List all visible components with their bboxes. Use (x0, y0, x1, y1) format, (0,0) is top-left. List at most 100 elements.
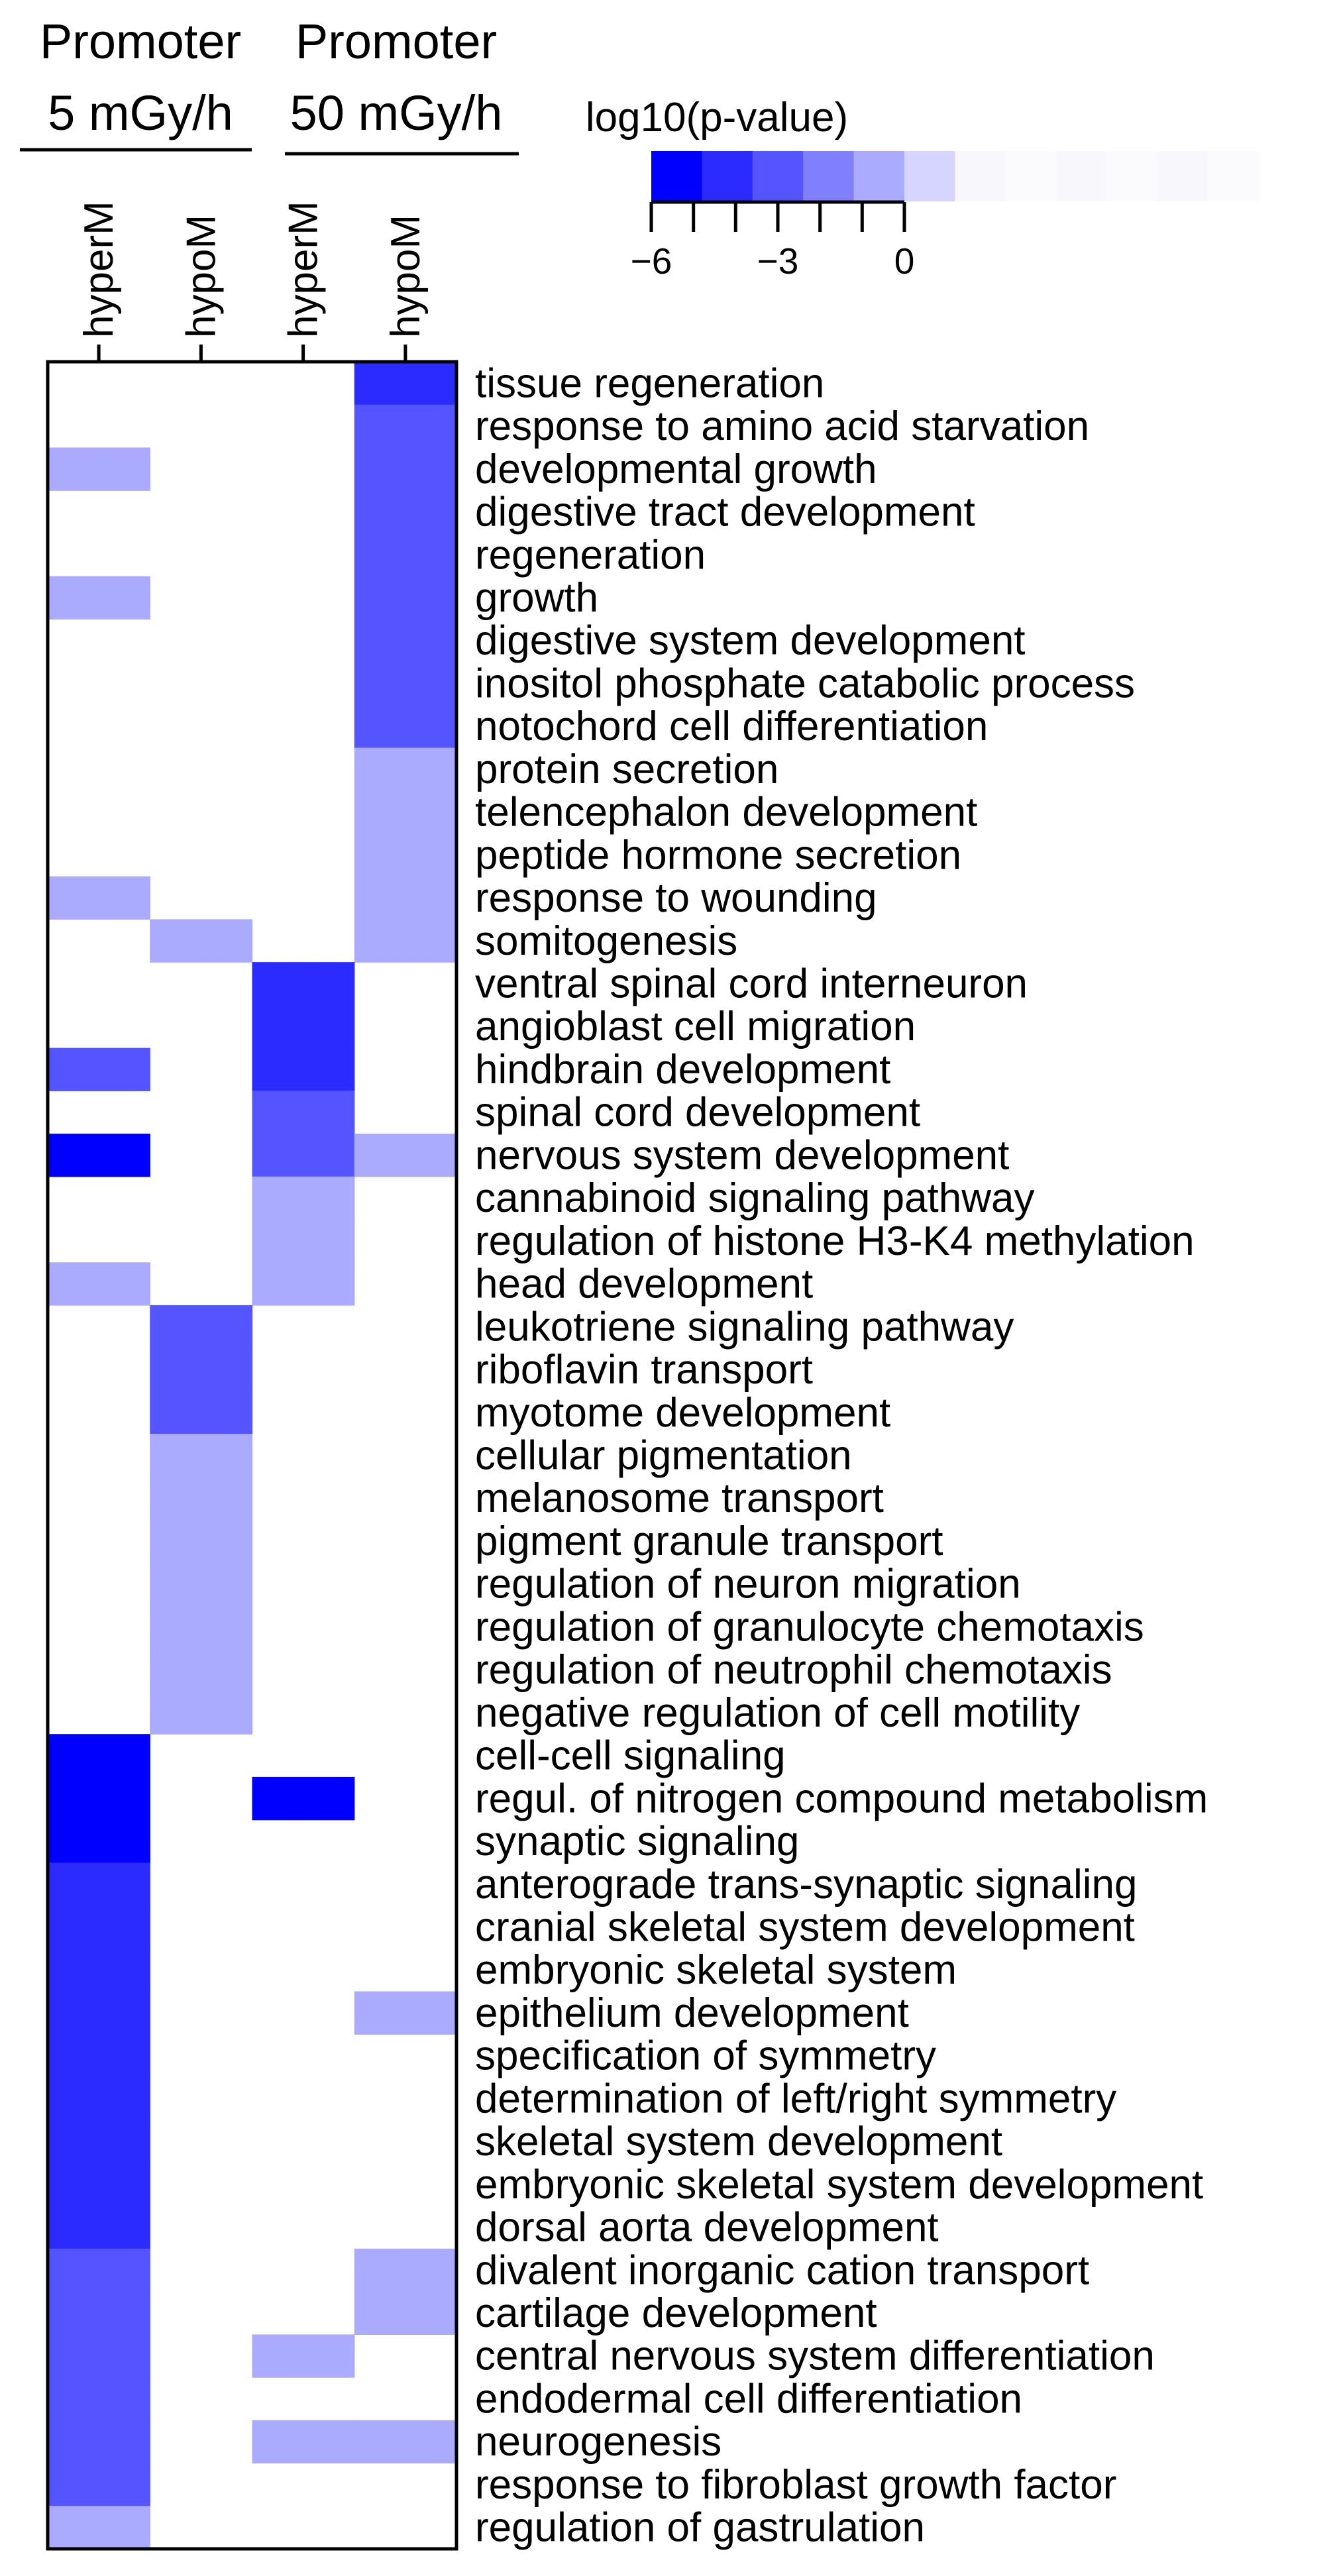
heatmap-cell (354, 1134, 457, 1177)
row-label: cranial skeletal system development (475, 1905, 1135, 1951)
row-label: leukotriene signaling pathway (475, 1304, 1014, 1350)
heatmap-cell (48, 2420, 150, 2464)
group-header-2: Promoter 50 mGy/h (285, 14, 519, 156)
legend-tick-label: −6 (631, 241, 672, 282)
row-label: regulation of gastrulation (475, 2505, 925, 2551)
heatmap-cell (354, 490, 457, 534)
heatmap-cell (48, 2077, 150, 2121)
heatmap-cell (354, 2248, 457, 2292)
heatmap-cell (354, 790, 457, 834)
row-label: regeneration (475, 532, 706, 578)
column-labels: hyperM hypoM hyperM hypoM (76, 201, 429, 362)
heatmap-cell (48, 576, 150, 619)
legend-swatch (1056, 151, 1108, 201)
heatmap-cell (354, 533, 457, 577)
row-label: telencephalon development (475, 790, 977, 835)
heatmap-frame (46, 360, 458, 2551)
row-label: tissue regeneration (475, 360, 824, 406)
column-label: hyperM (76, 201, 122, 338)
heatmap-cell (354, 833, 457, 877)
group-2-name: Promoter (295, 14, 497, 69)
legend-swatch (904, 151, 955, 201)
group-2-subtitle: 50 mGy/h (290, 85, 503, 140)
row-label: specification of symmetry (475, 2033, 936, 2079)
legend-swatch (651, 151, 702, 201)
heatmap-cell (252, 2420, 355, 2464)
heatmap-cell (48, 2120, 150, 2164)
heatmap-cell (150, 1562, 253, 1606)
row-label: somitogenesis (475, 918, 737, 964)
heatmap-cell (48, 1905, 150, 1949)
legend-swatch (853, 151, 905, 201)
heatmap-cell (150, 1434, 253, 1477)
row-label: dorsal aorta development (475, 2205, 939, 2251)
legend-swatches (651, 151, 1259, 201)
heatmap-cell (354, 447, 457, 491)
heatmap-cell (252, 1134, 355, 1177)
heatmap-cell (252, 1776, 355, 1821)
row-label: regulation of neutrophil chemotaxis (475, 1647, 1112, 1693)
legend-tick-label: 0 (894, 241, 915, 282)
heatmap-cell (354, 1991, 457, 2035)
heatmap-cell (252, 1176, 355, 1220)
row-label: cell-cell signaling (475, 1733, 786, 1779)
heatmap-cell (252, 2334, 355, 2378)
column-label: hypoM (178, 215, 224, 338)
heatmap-cell (252, 962, 355, 1006)
heatmap-cell (48, 2163, 150, 2206)
heatmap-cell (354, 876, 457, 920)
row-label: hindbrain development (475, 1047, 890, 1093)
row-label: notochord cell differentiation (475, 704, 988, 749)
row-label: head development (475, 1261, 813, 1307)
heatmap-cell (252, 1004, 355, 1049)
row-label: response to amino acid starvation (475, 403, 1089, 449)
heatmap-cell (48, 447, 150, 491)
heatmap-cells (48, 362, 457, 2549)
row-label: negative regulation of cell motility (475, 1690, 1080, 1736)
row-label: synaptic signaling (475, 1819, 799, 1864)
heatmap-cell (48, 1862, 150, 1906)
row-label: epithelium development (475, 1990, 909, 2036)
row-label: ventral spinal cord interneuron (475, 961, 1028, 1007)
row-label: pigment granule transport (475, 1519, 943, 1564)
row-label: determination of left/right symmetry (475, 2076, 1116, 2121)
heatmap-cell (150, 919, 253, 963)
heatmap-cell (48, 1819, 150, 1863)
group-1-subtitle: 5 mGy/h (48, 85, 233, 140)
row-label: digestive tract development (475, 490, 975, 535)
row-label: central nervous system differentiation (475, 2334, 1155, 2379)
heatmap-cell (354, 919, 457, 963)
row-label: regulation of histone H3-K4 methylation (475, 1218, 1195, 1264)
row-label: cellular pigmentation (475, 1433, 852, 1479)
heatmap-cell (48, 1047, 150, 1091)
legend-swatch (1106, 151, 1158, 201)
heatmap-cell (48, 2034, 150, 2078)
heatmap-cell (150, 1305, 253, 1349)
row-label: cartilage development (475, 2290, 877, 2336)
row-label: melanosome transport (475, 1476, 884, 1521)
heatmap-cell (48, 1948, 150, 1992)
heatmap-cell (48, 1734, 150, 1778)
row-label: regul. of nitrogen compound metabolism (475, 1776, 1208, 1821)
row-label: skeletal system development (475, 2119, 1002, 2165)
row-label: growth (475, 575, 598, 621)
heatmap-cell (354, 404, 457, 449)
heatmap-cell (48, 1262, 150, 1306)
row-label: regulation of granulocyte chemotaxis (475, 1604, 1144, 1650)
row-label: regulation of neuron migration (475, 1562, 1021, 1607)
column-label: hyperM (281, 201, 327, 338)
row-label: embryonic skeletal system development (475, 2162, 1203, 2208)
heatmap-cell (150, 1605, 253, 1649)
legend-swatch (1157, 151, 1208, 201)
legend-title: log10(p-value) (586, 95, 848, 140)
heatmap-cell (48, 876, 150, 920)
row-label: embryonic skeletal system (475, 1947, 957, 1993)
row-label: response to wounding (475, 875, 877, 921)
row-label: endodermal cell differentiation (475, 2377, 1022, 2422)
row-label: angioblast cell migration (475, 1004, 916, 1049)
heatmap-cell (150, 1648, 253, 1692)
color-legend: log10(p-value) −6 −3 0 (586, 95, 1259, 282)
row-label: anterograde trans-synaptic signaling (475, 1862, 1137, 1907)
